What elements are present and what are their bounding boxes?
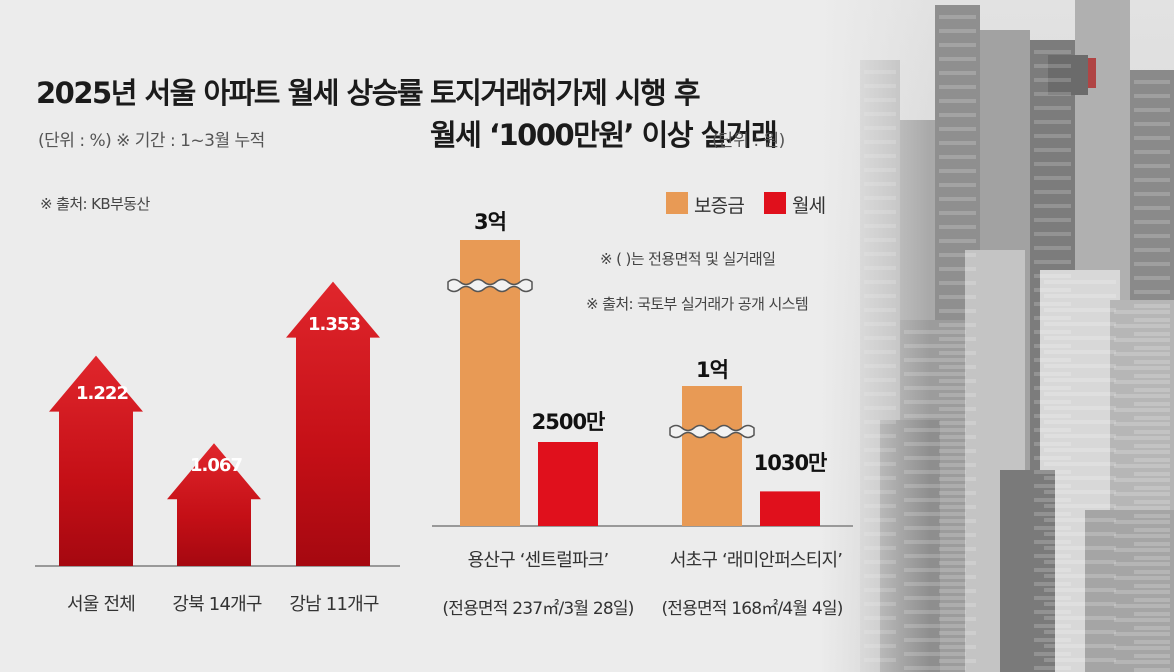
- bar-rent-1: [760, 491, 820, 526]
- left-chart-title: 2025년 서울 아파트 월세 상승률: [36, 76, 424, 110]
- left-bar-label-seoul: 1.222: [76, 383, 129, 404]
- legend-rent-swatch: [764, 192, 786, 214]
- right-category-yongsan-note: (전용면적 237㎡/3월 28일): [442, 599, 634, 619]
- right-chart-note-date: ※ ( )는 전용면적 및 실거래일: [600, 250, 776, 268]
- right-label-seocho-deposit: 1억: [696, 358, 729, 382]
- right-chart-title-line1: 토지거래허가제 시행 후: [430, 76, 701, 110]
- right-label-yongsan-rent: 2500만: [531, 410, 606, 434]
- left-category-gangbuk: 강북 14개구: [172, 594, 262, 615]
- right-category-seocho: 서초구 ‘래미안퍼스티지’: [669, 550, 843, 571]
- legend-deposit-label: 보증금: [694, 195, 745, 217]
- right-category-seocho-note: (전용면적 168㎡/4월 4일): [661, 599, 843, 619]
- arrow-bar-2: [286, 281, 380, 566]
- axis-break-0: [447, 278, 533, 293]
- left-chart-subtitle: (단위 : %) ※ 기간 : 1~3월 누적: [38, 131, 265, 151]
- left-bar-label-gangbuk: 1.067: [190, 455, 243, 476]
- axis-break-1: [669, 424, 755, 439]
- legend-deposit-swatch: [666, 192, 688, 214]
- right-chart-unit: (단위 : 원): [712, 131, 785, 151]
- arrow-bar-1: [167, 443, 261, 566]
- right-category-yongsan: 용산구 ‘센트럴파크’: [467, 550, 610, 571]
- right-label-yongsan-deposit: 3억: [474, 210, 507, 234]
- right-chart-bars: [447, 240, 820, 526]
- right-chart-note-source: ※ 출처: 국토부 실거래가 공개 시스템: [586, 295, 809, 313]
- left-chart-bars: [49, 281, 380, 566]
- left-chart-source: ※ 출처: KB부동산: [40, 195, 150, 213]
- legend-rent-label: 월세: [792, 195, 826, 217]
- bar-deposit-0: [460, 240, 520, 526]
- arrow-bar-0: [49, 355, 143, 566]
- left-category-seoul: 서울 전체: [67, 594, 136, 615]
- right-chart-title-line2: 월세 ‘1000만원’ 이상 실거래: [430, 118, 778, 152]
- right-label-seocho-rent: 1030만: [753, 451, 828, 475]
- left-category-gangnam: 강남 11개구: [289, 594, 379, 615]
- bar-rent-0: [538, 442, 598, 526]
- left-bar-label-gangnam: 1.353: [308, 314, 361, 335]
- bar-deposit-1: [682, 386, 742, 526]
